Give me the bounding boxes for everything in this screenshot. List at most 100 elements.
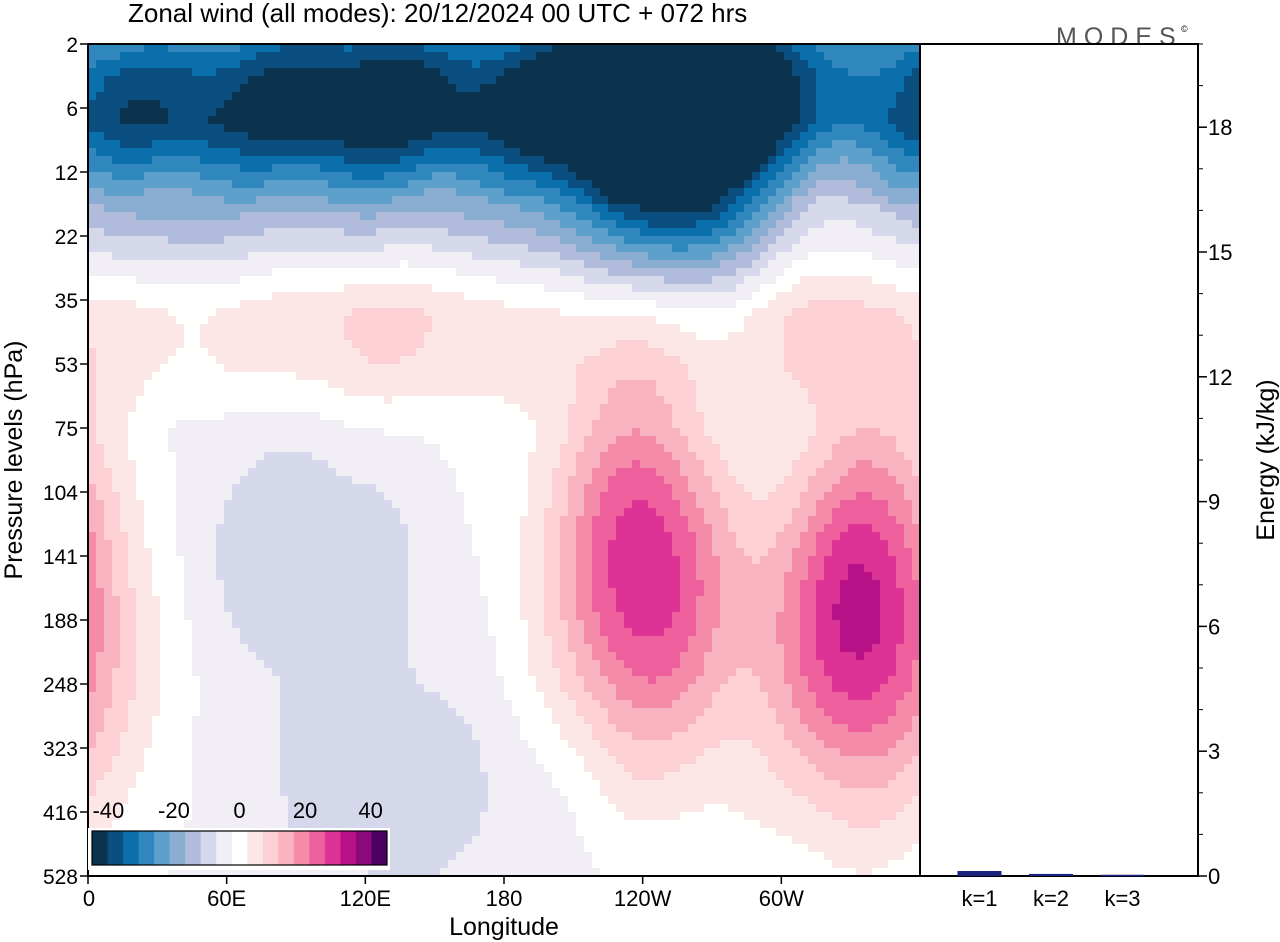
heatmap-cell bbox=[792, 204, 801, 213]
heatmap-cell bbox=[440, 284, 449, 293]
heatmap-cell bbox=[320, 228, 329, 237]
heatmap-cell bbox=[456, 60, 465, 69]
heatmap-cell bbox=[624, 348, 633, 357]
heatmap-cell bbox=[800, 292, 809, 301]
heatmap-cell bbox=[472, 284, 481, 293]
heatmap-cell bbox=[208, 284, 217, 293]
heatmap-cell bbox=[392, 100, 401, 109]
heatmap-cell bbox=[560, 44, 569, 53]
heatmap-cell bbox=[120, 188, 129, 197]
heatmap-cell bbox=[864, 268, 873, 277]
heatmap-cell bbox=[480, 420, 489, 429]
heatmap-cell bbox=[832, 420, 841, 429]
heatmap-cell bbox=[912, 308, 921, 317]
heatmap-cell bbox=[320, 140, 329, 149]
heatmap-cell bbox=[808, 164, 817, 173]
heatmap-cell bbox=[864, 236, 873, 245]
heatmap-cell bbox=[192, 316, 201, 325]
heatmap-cell bbox=[376, 236, 385, 245]
heatmap-cell bbox=[552, 196, 561, 205]
heatmap-cell bbox=[104, 156, 113, 165]
heatmap-cell bbox=[640, 44, 649, 53]
heatmap-cell bbox=[840, 260, 849, 269]
heatmap-cell bbox=[552, 164, 561, 173]
heatmap-cell bbox=[584, 244, 593, 253]
heatmap-cell bbox=[256, 188, 265, 197]
heatmap-cell bbox=[240, 252, 249, 261]
heatmap-cell bbox=[184, 412, 193, 421]
heatmap-cell bbox=[328, 92, 337, 101]
heatmap-cell bbox=[248, 156, 257, 165]
heatmap-cell bbox=[576, 348, 585, 357]
heatmap-cell bbox=[664, 204, 673, 213]
heatmap-cell bbox=[112, 196, 121, 205]
heatmap-cell bbox=[744, 116, 753, 125]
heatmap-cell bbox=[424, 292, 433, 301]
heatmap-cell bbox=[272, 380, 281, 389]
heatmap-cell bbox=[232, 396, 241, 405]
heatmap-cell bbox=[600, 172, 609, 181]
heatmap-cell bbox=[336, 364, 345, 373]
heatmap-cell bbox=[504, 364, 513, 373]
heatmap-cell bbox=[184, 132, 193, 141]
heatmap-cell bbox=[520, 204, 529, 213]
heatmap-cell bbox=[304, 212, 313, 221]
heatmap-cell bbox=[680, 356, 689, 365]
heatmap-cell bbox=[576, 220, 585, 229]
heatmap-cell bbox=[528, 44, 537, 53]
heatmap-cell bbox=[248, 204, 257, 213]
heatmap-cell bbox=[728, 284, 737, 293]
heatmap-cell bbox=[336, 116, 345, 125]
heatmap-cell bbox=[352, 164, 361, 173]
heatmap-cell bbox=[248, 84, 257, 93]
heatmap-cell bbox=[488, 244, 497, 253]
heatmap-cell bbox=[704, 132, 713, 141]
heatmap-cell bbox=[408, 252, 417, 261]
heatmap-cell bbox=[128, 132, 137, 141]
heatmap-cell bbox=[288, 124, 297, 133]
heatmap-cell bbox=[336, 212, 345, 221]
heatmap-cell bbox=[752, 124, 761, 133]
heatmap-cell bbox=[384, 244, 393, 253]
heatmap-cell bbox=[272, 372, 281, 381]
heatmap-cell bbox=[880, 404, 889, 413]
heatmap-cell bbox=[352, 388, 361, 397]
heatmap-cell bbox=[200, 316, 209, 325]
heatmap-cell bbox=[872, 252, 881, 261]
heatmap-cell bbox=[488, 364, 497, 373]
heatmap-cell bbox=[536, 268, 545, 277]
heatmap-cell bbox=[736, 60, 745, 69]
heatmap-cell bbox=[144, 116, 153, 125]
heatmap-cell bbox=[264, 164, 273, 173]
heatmap-cell bbox=[632, 100, 641, 109]
heatmap-cell bbox=[704, 324, 713, 333]
heatmap-cell bbox=[784, 388, 793, 397]
heatmap-cell bbox=[576, 188, 585, 197]
heatmap-cell bbox=[136, 204, 145, 213]
heatmap-cell bbox=[440, 52, 449, 61]
heatmap-cell bbox=[152, 172, 161, 181]
heatmap-cell bbox=[400, 44, 409, 53]
heatmap-cell bbox=[144, 244, 153, 253]
heatmap-cell bbox=[736, 340, 745, 349]
heatmap-cell bbox=[664, 60, 673, 69]
heatmap-cell bbox=[560, 204, 569, 213]
heatmap-cell bbox=[96, 412, 105, 421]
heatmap-cell bbox=[520, 236, 529, 245]
heatmap-cell bbox=[880, 188, 889, 197]
heatmap-cell bbox=[152, 204, 161, 213]
heatmap-cell bbox=[856, 340, 865, 349]
heatmap-cell bbox=[768, 124, 777, 133]
heatmap-cell bbox=[256, 68, 265, 77]
heatmap-cell bbox=[168, 100, 177, 109]
heatmap-cell bbox=[832, 60, 841, 69]
heatmap-cell bbox=[264, 180, 273, 189]
heatmap-cell bbox=[832, 308, 841, 317]
heatmap-cell bbox=[768, 188, 777, 197]
heatmap-cell bbox=[360, 140, 369, 149]
heatmap-cell bbox=[344, 44, 353, 53]
heatmap-cell bbox=[560, 372, 569, 381]
heatmap-cell bbox=[608, 252, 617, 261]
heatmap-cell bbox=[392, 172, 401, 181]
heatmap-cell bbox=[360, 372, 369, 381]
